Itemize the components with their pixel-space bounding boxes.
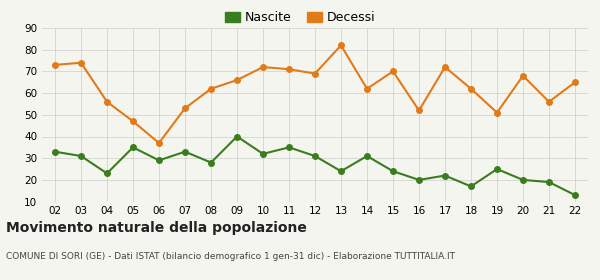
Decessi xyxy=(181,107,188,110)
Decessi xyxy=(233,78,241,82)
Decessi xyxy=(337,44,344,47)
Legend: Nascite, Decessi: Nascite, Decessi xyxy=(220,6,380,29)
Nascite xyxy=(259,152,266,156)
Decessi xyxy=(467,87,475,90)
Nascite xyxy=(52,150,59,153)
Nascite xyxy=(467,185,475,188)
Nascite xyxy=(103,172,110,175)
Decessi xyxy=(103,100,110,104)
Decessi xyxy=(259,66,266,69)
Decessi xyxy=(545,100,553,104)
Nascite xyxy=(208,161,215,164)
Nascite xyxy=(130,146,137,149)
Decessi xyxy=(415,109,422,112)
Nascite xyxy=(337,169,344,173)
Decessi xyxy=(520,74,527,78)
Line: Nascite: Nascite xyxy=(52,134,578,198)
Decessi xyxy=(130,120,137,123)
Nascite xyxy=(286,146,293,149)
Nascite xyxy=(415,178,422,182)
Decessi xyxy=(493,111,500,114)
Nascite xyxy=(364,154,371,158)
Nascite xyxy=(389,169,397,173)
Nascite xyxy=(181,150,188,153)
Decessi xyxy=(52,63,59,67)
Nascite xyxy=(77,154,85,158)
Decessi xyxy=(442,66,449,69)
Nascite xyxy=(493,167,500,171)
Decessi xyxy=(77,61,85,64)
Nascite xyxy=(545,180,553,184)
Nascite xyxy=(571,193,578,197)
Nascite xyxy=(233,135,241,138)
Line: Decessi: Decessi xyxy=(52,43,578,146)
Nascite xyxy=(442,174,449,177)
Nascite xyxy=(520,178,527,182)
Decessi xyxy=(389,70,397,73)
Text: COMUNE DI SORI (GE) - Dati ISTAT (bilancio demografico 1 gen-31 dic) - Elaborazi: COMUNE DI SORI (GE) - Dati ISTAT (bilanc… xyxy=(6,252,455,261)
Decessi xyxy=(208,87,215,90)
Nascite xyxy=(311,154,319,158)
Decessi xyxy=(364,87,371,90)
Decessi xyxy=(155,141,163,145)
Decessi xyxy=(311,72,319,75)
Nascite xyxy=(155,159,163,162)
Decessi xyxy=(286,67,293,71)
Decessi xyxy=(571,81,578,84)
Text: Movimento naturale della popolazione: Movimento naturale della popolazione xyxy=(6,221,307,235)
